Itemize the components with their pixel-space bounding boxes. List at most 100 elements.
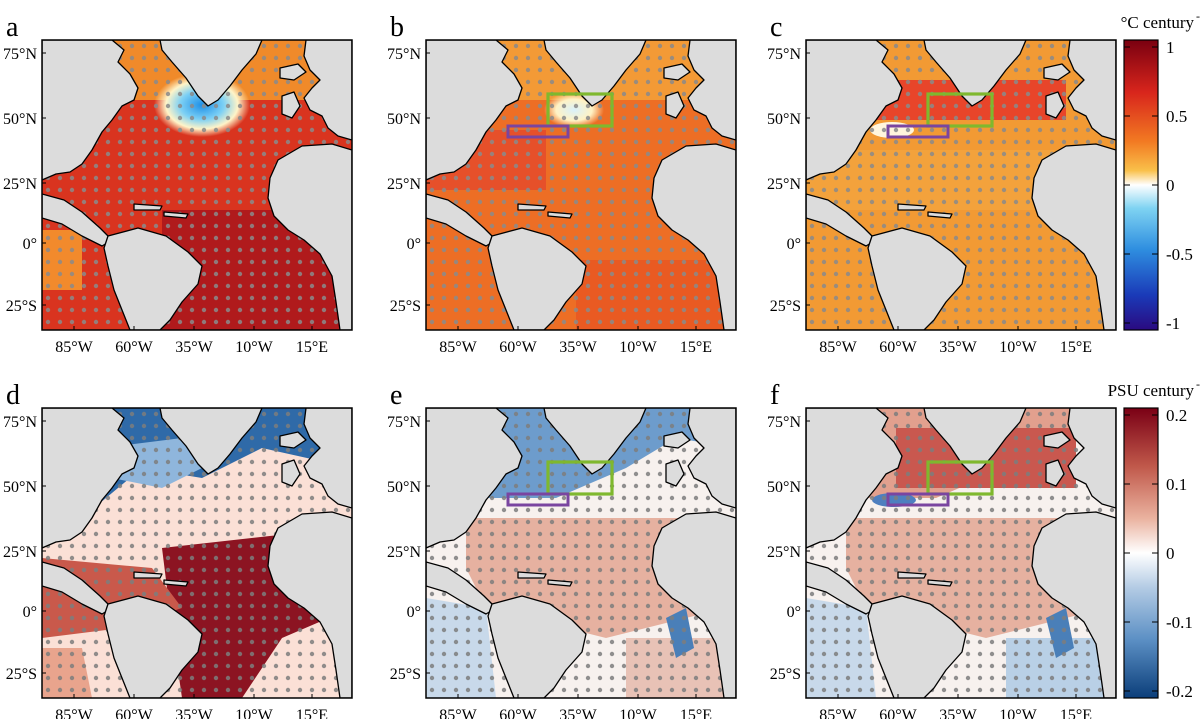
region-box-subpolar [546,92,614,128]
land-na [426,40,523,181]
land-europe [1067,40,1116,141]
land-iceland [279,431,307,449]
colorbar-tick-label: -1 [1166,314,1180,333]
lat-tick-label: 50°N [767,479,801,496]
region-box-subpolar [926,460,994,496]
lat-tick-label: 75°N [3,46,37,63]
lat-tick-label: 25°S [770,298,801,315]
land-southAm [487,227,587,330]
land-iceland [663,431,691,449]
lon-tick-label: 35°W [939,339,977,356]
lat-tick-label: 75°N [767,46,801,63]
land-africa [1031,143,1116,330]
land-caribbean1 [133,203,163,211]
panel-frame [805,39,1117,331]
land-africa [651,143,736,330]
panel-e: e 75°N 50°N 25°N 0° 25°S 85°W 60°W 35°W 10°W 15°E [387,380,737,719]
colorbar-salt: 0.2 0.1 0 -0.1 -0.2 PSU century-1 [1108,377,1200,701]
lat-tick-label: 25°N [767,544,801,561]
lon-tick-label: 35°W [559,339,597,356]
colorbar-tick-label: 1 [1166,38,1175,57]
land-caribbean1 [517,203,547,211]
land-greenland [159,40,263,107]
lon-tick-label: 10°W [619,339,657,356]
lon-tick-label: 60°W [115,339,153,356]
lon-tick-label: 60°W [499,707,537,719]
lon-tick-label: 15°E [680,707,712,719]
lon-tick-label: 35°W [175,707,213,719]
lat-tick-label: 50°N [3,479,37,496]
land-southAm [103,227,203,330]
land-uk [665,459,685,487]
lat-tick-label: 0° [787,604,801,621]
region-box-subpolar [926,92,994,128]
panel-f-map [806,408,1116,698]
lat-tick-label: 50°N [767,111,801,128]
panel-d-label: d [6,380,20,411]
panel-b: b 75°N 50°N 25°N 0° 25°S 85°W 60°W 35°W 10°W 15°E [387,12,737,356]
land-caribbean2 [163,579,189,587]
land-greenland [543,40,647,107]
land-caribbean2 [927,211,953,219]
lon-tick-label: 15°E [1060,339,1092,356]
land-caribbean1 [133,571,163,579]
panel-e-map [426,408,736,698]
panel-f-label: f [770,380,780,411]
land-europe [1067,408,1116,509]
panel-b-map [426,40,736,330]
panel-e-label: e [390,380,402,411]
lon-tick-label: 15°E [296,707,328,719]
land-iceland [1043,431,1071,449]
region-box-gulf-stream [886,124,950,139]
lon-tick-label: 85°W [55,707,93,719]
land-southAm [487,595,587,698]
land-uk [665,91,685,119]
lon-tick-label: 60°W [879,707,917,719]
panel-frame [425,407,737,699]
region-box-gulf-stream [886,492,950,507]
land-iceland [1043,63,1071,81]
colorbar-tick-label: 0.2 [1166,406,1187,425]
land-europe [303,408,352,509]
colorbar-tick-label: 0 [1166,176,1175,195]
region-box-subpolar [546,460,614,496]
region-box-gulf-stream [506,492,570,507]
land-iceland [279,63,307,81]
land-na [42,40,139,181]
colorbar-unit-exponent: -1 [1196,9,1200,23]
panel-frame [41,39,353,331]
land-greenland [543,408,647,475]
lon-tick-label: 35°W [559,707,597,719]
panel-frame [805,407,1117,699]
colorbar-tick-label: 0 [1166,544,1175,563]
land-iceland [663,63,691,81]
land-greenland [923,40,1027,107]
lon-tick-label: 10°W [999,339,1037,356]
lon-tick-label: 85°W [819,339,857,356]
lon-tick-label: 60°W [499,339,537,356]
lon-tick-label: 10°W [235,707,273,719]
panel-frame [425,39,737,331]
panel-a-label: a [6,12,19,43]
land-africa [1031,511,1116,698]
colorbar-tick-label: -0.5 [1166,245,1193,264]
panel-b-label: b [390,12,404,43]
colorbar-tick-label: 0.5 [1166,107,1187,126]
lat-tick-label: 75°N [387,46,421,63]
land-caribbean1 [517,571,547,579]
land-uk [1045,91,1065,119]
lat-tick-label: 75°N [767,414,801,431]
lon-tick-label: 10°W [999,707,1037,719]
panel-c: c 75°N 50°N 25°N 0° 25°S 85°W 60°W 35°W 10°W 15°E [767,12,1117,356]
panel-frame [41,407,353,699]
lat-tick-label: 0° [23,604,37,621]
land-caribbean2 [163,211,189,219]
lon-tick-label: 10°W [619,707,657,719]
land-greenland [923,408,1027,475]
colorbar-unit: °C century [1121,13,1195,32]
panel-c-label: c [770,12,782,43]
land-caribbean1 [897,203,927,211]
land-southAm [103,595,203,698]
land-caribbean2 [547,579,573,587]
colorbar-tick-label: -0.2 [1166,682,1193,701]
